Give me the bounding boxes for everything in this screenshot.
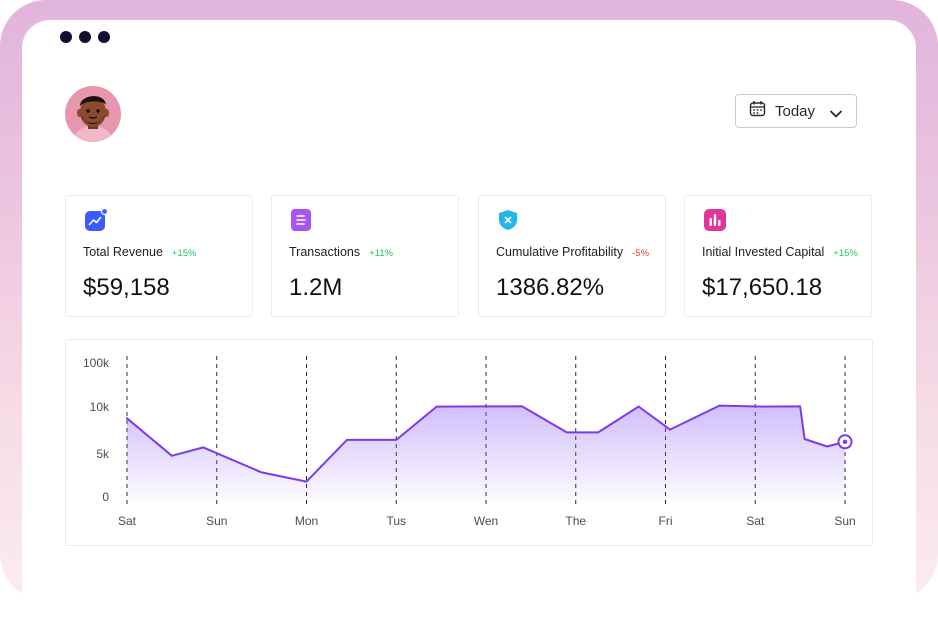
avatar[interactable] (65, 86, 121, 142)
y-tick-label: 0 (102, 490, 109, 504)
stat-value: 1.2M (289, 274, 343, 301)
stat-card-initial-invested-capital[interactable]: Initial Invested Capital +15% $17,650.18 (684, 195, 872, 317)
window-controls (60, 31, 110, 43)
date-range-button[interactable]: Today (735, 94, 857, 128)
y-tick-label: 100k (83, 356, 110, 370)
x-tick-label: Sat (746, 514, 765, 528)
stat-label: Cumulative Profitability -5% (496, 245, 650, 259)
date-range-label: Today (775, 102, 816, 120)
x-tick-label: Tus (386, 514, 406, 528)
stat-delta-badge: +15% (833, 248, 858, 259)
stat-value: $59,158 (83, 274, 170, 301)
calendar-icon (749, 100, 766, 122)
stat-label: Initial Invested Capital +15% (702, 245, 858, 259)
app-window: Today Total Revenue +15% $59,158 Transact… (22, 20, 916, 620)
document-icon (291, 209, 313, 231)
chart-canvas: 100k 10k 5k 0 Sat Sun Mon Tus Wen The Fri Sat Sun (83, 356, 856, 528)
stat-card-transactions[interactable]: Transactions +11% 1.2M (271, 195, 459, 317)
avatar-image (73, 96, 113, 142)
y-tick-label: 10k (90, 400, 110, 414)
x-tick-label: Wen (474, 514, 498, 528)
trend-chart-icon (85, 207, 109, 231)
x-tick-label: Fri (659, 514, 673, 528)
x-tick-label: Sat (118, 514, 137, 528)
stat-delta-badge: +15% (171, 248, 197, 259)
series-line (126, 404, 846, 483)
window-dot[interactable] (60, 31, 72, 43)
stat-value: $17,650.18 (702, 274, 823, 301)
stat-card-cumulative-profitability[interactable]: Cumulative Profitability -5% 1386.82% (478, 195, 666, 317)
y-tick-label: 5k (96, 447, 110, 461)
chevron-down-icon (829, 106, 843, 124)
window-dot[interactable] (79, 31, 91, 43)
x-tick-label: Sun (834, 514, 855, 528)
data-point-marker-core (842, 439, 848, 444)
x-tick-label: Sun (206, 514, 227, 528)
revenue-chart: 100k 10k 5k 0 Sat Sun Mon Tus Wen The Fri Sat Sun (65, 339, 873, 546)
stat-value: 1386.82% (496, 274, 605, 301)
series-area (127, 405, 845, 500)
shield-icon (498, 209, 520, 231)
stat-label: Transactions +11% (289, 245, 393, 259)
x-tick-label: The (565, 514, 586, 528)
bar-chart-icon (704, 209, 726, 231)
stat-delta-badge: -5% (632, 248, 650, 259)
stat-delta-badge: +11% (369, 248, 393, 259)
x-tick-label: Mon (295, 514, 318, 528)
stat-label: Total Revenue +15% (83, 245, 197, 259)
window-dot[interactable] (98, 31, 110, 43)
stat-card-total-revenue[interactable]: Total Revenue +15% $59,158 (65, 195, 253, 317)
